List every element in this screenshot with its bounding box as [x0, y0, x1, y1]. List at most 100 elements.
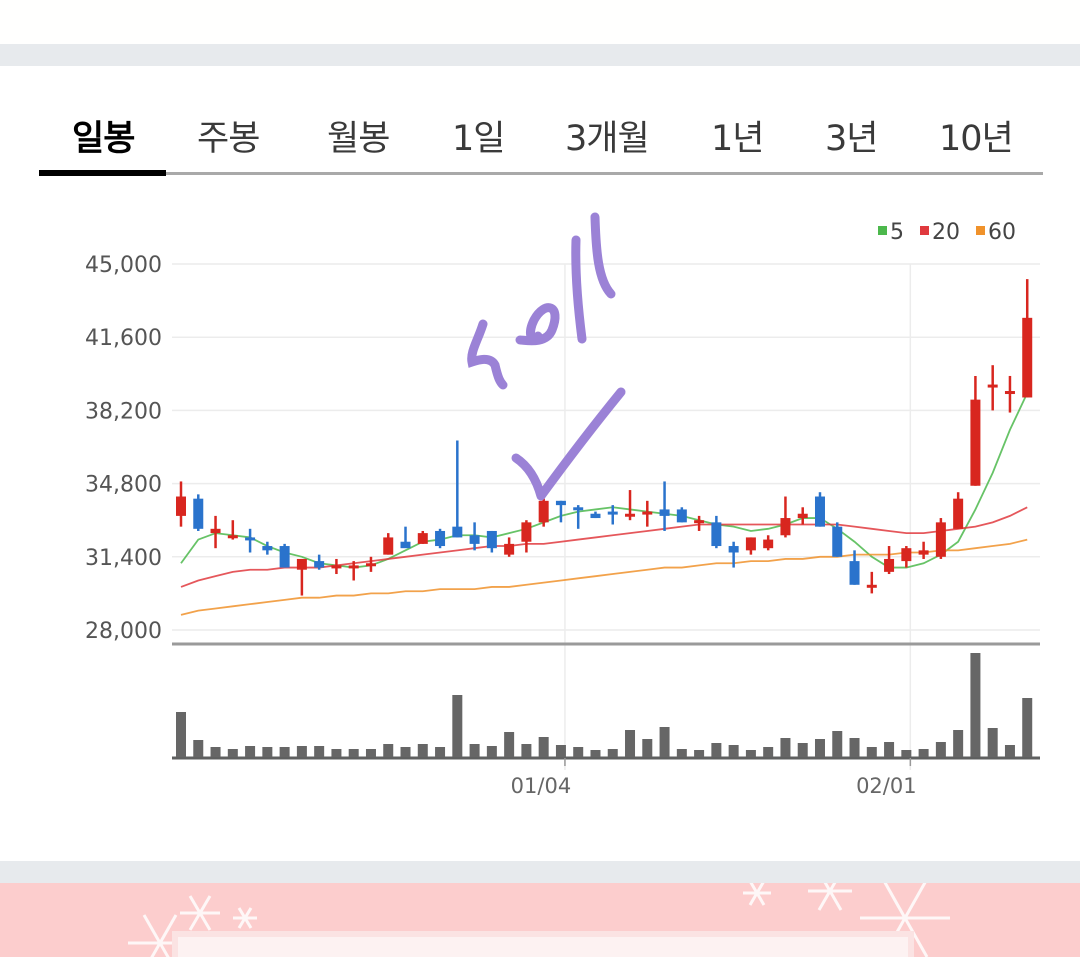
volume-bar: [866, 747, 877, 757]
volume-bar: [659, 727, 670, 757]
candle: [279, 543, 290, 568]
volume-bar: [918, 749, 929, 757]
volume-bars: [176, 653, 1033, 757]
candle: [1022, 279, 1033, 398]
candle: [538, 498, 549, 527]
top-blank-area: [0, 0, 1080, 44]
candle: [694, 515, 705, 531]
ma-60-line: [180, 538, 1028, 616]
volume-bar: [970, 653, 981, 757]
volume-bar: [435, 747, 446, 757]
candle: [504, 537, 515, 557]
volume-bar: [573, 747, 584, 757]
tab-underline-track: [39, 172, 1043, 175]
candle: [745, 537, 756, 555]
candle: [227, 520, 238, 540]
candle: [176, 481, 186, 527]
candlesticks: [176, 279, 1033, 596]
candle: [849, 550, 860, 585]
volume-bar: [849, 738, 860, 757]
legend-item-5: 5: [890, 220, 904, 245]
volume-bar: [1004, 745, 1015, 757]
promo-banner[interactable]: [0, 883, 1080, 957]
candle: [832, 522, 843, 557]
y-tick-label: 45,000: [85, 253, 162, 278]
y-tick-label: 34,800: [85, 473, 162, 498]
volume-bar: [814, 739, 825, 757]
tab-monthly[interactable]: 월봉: [327, 119, 390, 159]
candle: [245, 528, 256, 553]
tab-1year[interactable]: 1년: [711, 119, 764, 159]
sell-l1-stroke: [571, 235, 587, 344]
candle: [607, 505, 618, 525]
x-tick-label: 01/04: [511, 774, 572, 798]
tab-3months[interactable]: 3개월: [565, 119, 650, 159]
volume-bar: [797, 743, 808, 757]
tab-10years[interactable]: 10년: [939, 119, 1014, 159]
y-tick-label: 28,000: [85, 619, 162, 644]
checkmark-stroke: [511, 387, 626, 501]
candle: [469, 522, 480, 551]
volume-bar: [314, 746, 325, 757]
volume-bar: [383, 744, 394, 757]
candle: [348, 561, 359, 581]
volume-bar: [176, 712, 186, 757]
candle: [935, 518, 946, 559]
snowflake-icon: [743, 883, 771, 906]
tab-3years[interactable]: 3년: [825, 119, 878, 159]
candle: [659, 481, 670, 531]
sell-e-stroke: [515, 303, 560, 346]
y-tick-label: 31,400: [85, 546, 162, 571]
volume-bar: [538, 737, 549, 757]
candle: [417, 530, 428, 544]
legend-item-60: 60: [988, 220, 1016, 245]
candle: [866, 571, 877, 594]
candle: [400, 526, 411, 549]
candle: [314, 554, 325, 570]
volume-bar: [555, 745, 566, 757]
volume-bar: [469, 744, 480, 757]
volume-bar: [832, 731, 843, 757]
candle: [521, 520, 532, 553]
candle: [676, 507, 687, 523]
volume-bar: [625, 730, 636, 757]
volume-bar: [987, 728, 998, 757]
candle: [262, 541, 273, 555]
volume-bar: [296, 746, 307, 757]
tab-daily[interactable]: 일봉: [72, 119, 135, 159]
volume-bar: [400, 747, 411, 757]
sell-s-stroke: [467, 319, 508, 390]
volume-bar: [711, 743, 722, 757]
tab-active-indicator: [39, 170, 166, 176]
volume-bar: [953, 730, 964, 757]
volume-bar: [1022, 698, 1033, 757]
candle: [296, 558, 307, 596]
candle: [884, 546, 895, 575]
tab-1day[interactable]: 1일: [452, 119, 505, 159]
tab-weekly[interactable]: 주봉: [197, 119, 260, 159]
y-tick-label: 38,200: [85, 399, 162, 424]
candle: [193, 494, 204, 531]
banner-content-box: [172, 931, 914, 957]
volume-bar: [504, 732, 515, 757]
moving-average-lines: [180, 392, 1029, 616]
volume-bar: [676, 749, 687, 757]
candle: [642, 500, 653, 527]
candle: [486, 530, 497, 553]
volume-bar: [262, 747, 273, 757]
stock-chart: 45,000 41,600 38,200 34,800 31,400 28,000 5 20…: [85, 212, 1040, 798]
candle: [728, 541, 739, 568]
candle: [970, 375, 981, 486]
candle: [573, 505, 584, 529]
candle: [918, 541, 929, 559]
period-tabs: 일봉 주봉 월봉 1일 3개월 1년 3년 10년: [39, 100, 1043, 178]
candle: [901, 546, 912, 568]
candle: [210, 515, 221, 549]
candle: [590, 511, 601, 519]
volume-bar: [884, 742, 895, 757]
volume-bar: [521, 744, 532, 757]
snowflake-icon: [808, 883, 852, 911]
snowflake-icon: [233, 907, 257, 929]
volume-bar: [331, 749, 342, 757]
candle: [1004, 375, 1015, 413]
